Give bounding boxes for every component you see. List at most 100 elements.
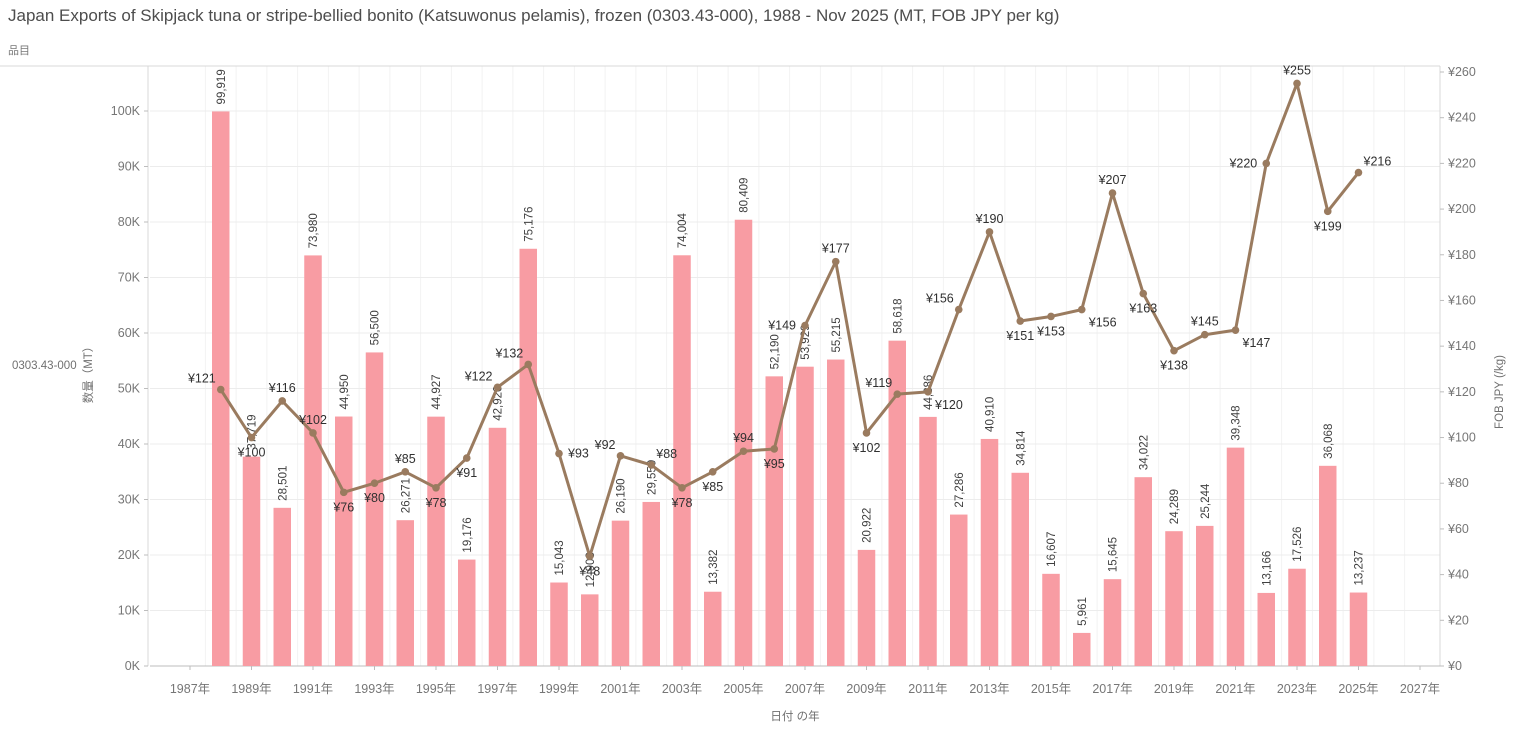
price-point-1992[interactable] xyxy=(339,488,348,497)
bar-1989[interactable] xyxy=(242,456,261,666)
bar-1996[interactable] xyxy=(458,559,476,666)
price-point-1994[interactable] xyxy=(401,468,410,476)
price-point-1997[interactable] xyxy=(493,383,502,392)
price-point-2018[interactable] xyxy=(1139,289,1148,298)
price-point-1989[interactable] xyxy=(247,433,256,442)
bar-label-2021: 39,348 xyxy=(1231,405,1243,440)
price-label-2004: ¥85 xyxy=(701,480,723,494)
price-point-2002[interactable] xyxy=(647,461,656,469)
price-point-2024[interactable] xyxy=(1323,207,1332,216)
price-point-1996[interactable] xyxy=(462,454,471,462)
price-point-2001[interactable] xyxy=(616,452,625,460)
price-point-2012[interactable] xyxy=(954,305,963,314)
price-label-2021: ¥147 xyxy=(1242,336,1271,350)
left-tick-label: 10K xyxy=(118,604,141,618)
price-label-2011: ¥120 xyxy=(934,398,963,412)
bar-2023[interactable] xyxy=(1288,568,1306,666)
bar-2020[interactable] xyxy=(1196,525,1214,666)
price-point-1995[interactable] xyxy=(432,484,440,492)
bar-2025[interactable] xyxy=(1349,592,1368,666)
price-point-2016[interactable] xyxy=(1077,305,1086,314)
bar-2024[interactable] xyxy=(1319,465,1337,666)
bar-label-1996: 19,176 xyxy=(462,517,474,552)
price-point-2023[interactable] xyxy=(1293,79,1301,88)
price-label-2000: ¥48 xyxy=(578,564,600,578)
x-tick-label: 2015年 xyxy=(1031,682,1071,696)
bar-1990[interactable] xyxy=(273,507,292,666)
price-point-1991[interactable] xyxy=(309,429,317,437)
bar-2021[interactable] xyxy=(1226,447,1245,666)
price-point-1990[interactable] xyxy=(278,397,287,405)
bar-1999[interactable] xyxy=(550,582,568,666)
price-point-2004[interactable] xyxy=(708,468,717,476)
bar-2015[interactable] xyxy=(1042,573,1060,666)
price-label-1994: ¥85 xyxy=(394,452,416,466)
bar-2022[interactable] xyxy=(1257,592,1276,666)
price-label-1995: ¥78 xyxy=(425,496,447,510)
price-point-2003[interactable] xyxy=(678,484,686,492)
x-tick-label: 1987年 xyxy=(170,682,210,696)
price-point-2017[interactable] xyxy=(1108,189,1117,197)
price-label-2023: ¥255 xyxy=(1282,63,1311,77)
price-point-2020[interactable] xyxy=(1200,330,1209,339)
price-point-2000[interactable] xyxy=(585,552,594,561)
bar-label-2017: 15,645 xyxy=(1108,537,1120,572)
price-point-2014[interactable] xyxy=(1016,317,1025,325)
bar-1991[interactable] xyxy=(304,255,322,666)
price-point-2009[interactable] xyxy=(862,429,871,437)
left-tick-label: 40K xyxy=(118,437,141,451)
bar-1997[interactable] xyxy=(488,427,507,666)
price-point-2022[interactable] xyxy=(1262,159,1271,168)
bar-2000[interactable] xyxy=(581,594,599,666)
bar-2016[interactable] xyxy=(1073,632,1091,666)
bar-2003[interactable] xyxy=(673,255,691,666)
bar-label-1999: 15,043 xyxy=(554,540,566,575)
price-point-1999[interactable] xyxy=(555,449,563,458)
bar-2012[interactable] xyxy=(950,514,968,666)
bar-2008[interactable] xyxy=(827,359,845,666)
price-point-1993[interactable] xyxy=(370,479,379,488)
bar-2014[interactable] xyxy=(1011,472,1030,666)
price-point-1998[interactable] xyxy=(524,360,533,369)
price-point-2011[interactable] xyxy=(924,388,932,396)
price-point-2025[interactable] xyxy=(1354,168,1363,177)
bar-2009[interactable] xyxy=(857,549,876,666)
right-tick-label: ¥100 xyxy=(1447,431,1476,445)
bar-label-2010: 58,618 xyxy=(892,298,904,333)
bar-2010[interactable] xyxy=(888,340,907,666)
x-axis-title: 日付 の年 xyxy=(770,711,820,723)
bar-1998[interactable] xyxy=(519,248,538,666)
price-point-1988[interactable] xyxy=(216,385,225,394)
bar-2004[interactable] xyxy=(704,591,722,666)
price-point-2007[interactable] xyxy=(801,321,809,330)
bar-label-2022: 13,166 xyxy=(1261,551,1273,586)
price-point-2005[interactable] xyxy=(739,447,748,456)
bar-2002[interactable] xyxy=(642,501,661,666)
bar-1995[interactable] xyxy=(427,416,445,666)
price-point-2013[interactable] xyxy=(985,228,994,236)
bar-2005[interactable] xyxy=(734,219,753,667)
price-point-2021[interactable] xyxy=(1231,326,1240,334)
price-label-2024: ¥199 xyxy=(1313,219,1342,233)
bar-1993[interactable] xyxy=(365,352,384,666)
bar-2001[interactable] xyxy=(611,520,630,666)
price-point-2006[interactable] xyxy=(770,445,779,453)
price-point-2008[interactable] xyxy=(831,257,840,266)
bar-1992[interactable] xyxy=(335,416,353,666)
left-tick-label: 30K xyxy=(118,493,141,507)
bar-2011[interactable] xyxy=(919,416,937,666)
price-label-1991: ¥102 xyxy=(298,413,327,427)
bar-1994[interactable] xyxy=(396,520,415,666)
price-label-1988: ¥121 xyxy=(187,372,216,386)
bar-2007[interactable] xyxy=(796,366,814,666)
bar-2018[interactable] xyxy=(1134,477,1153,666)
price-point-2015[interactable] xyxy=(1047,312,1055,321)
x-tick-label: 2011年 xyxy=(908,682,947,696)
bar-2017[interactable] xyxy=(1103,579,1122,666)
price-point-2010[interactable] xyxy=(893,390,902,398)
bar-2019[interactable] xyxy=(1165,531,1183,666)
price-point-2019[interactable] xyxy=(1170,346,1178,355)
bar-label-1992: 44,950 xyxy=(339,374,351,409)
bar-2013[interactable] xyxy=(980,438,999,666)
